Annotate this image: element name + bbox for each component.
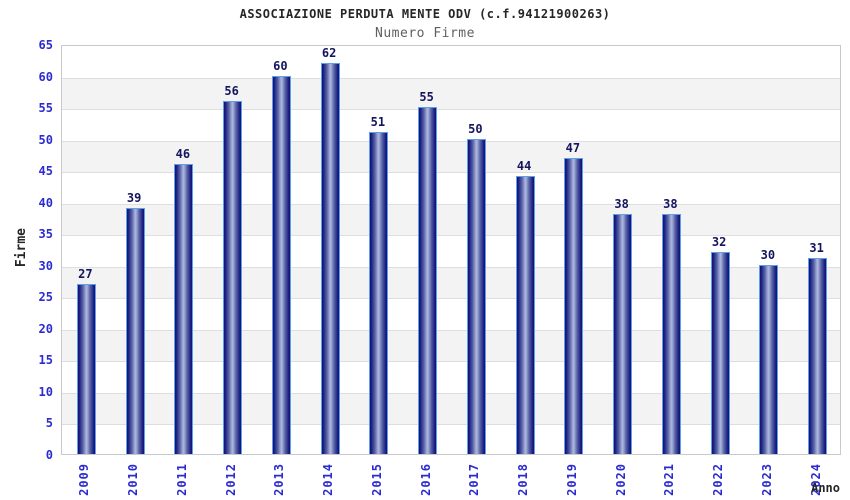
y-tick-label: 60: [38, 69, 53, 84]
bar-value-label: 46: [175, 146, 191, 161]
y-tick-label: 65: [38, 38, 53, 52]
bar: [223, 100, 243, 454]
x-tick-label: 2011: [174, 463, 189, 496]
background-band: [62, 77, 840, 110]
y-tick-label: 30: [38, 258, 53, 273]
bar-value-label: 30: [760, 247, 776, 262]
x-tick-label: 2023: [759, 463, 774, 496]
bar-value-label: 39: [126, 191, 142, 205]
x-tick-label: 2010: [126, 463, 141, 496]
gridline: [62, 266, 840, 268]
bar-value-label: 50: [468, 121, 483, 136]
bar: [564, 157, 584, 454]
bar: [271, 75, 291, 454]
y-tick-label: 0: [45, 448, 53, 462]
y-tick-label: 15: [38, 353, 53, 368]
gridline: [62, 203, 840, 205]
bar-value-label: 31: [809, 241, 824, 256]
bar-value-label: 56: [224, 83, 239, 98]
y-tick-label: 10: [38, 384, 53, 399]
background-band: [62, 46, 840, 78]
bar: [369, 132, 389, 454]
bar: [808, 258, 828, 454]
bar-value-label: 44: [516, 159, 532, 174]
bar-value-label: 60: [273, 58, 288, 73]
background-band: [62, 109, 840, 141]
gridline: [62, 140, 840, 142]
y-tick-label: 20: [38, 321, 53, 336]
bar: [759, 264, 779, 454]
gridline: [62, 298, 840, 300]
bar-value-label: 47: [565, 140, 581, 155]
bar-value-label: 51: [370, 115, 386, 130]
y-tick-label: 5: [45, 416, 53, 431]
bar: [174, 163, 194, 454]
y-tick-label: 40: [38, 195, 53, 210]
gridline: [62, 109, 840, 111]
y-tick-label: 45: [38, 164, 53, 179]
x-tick-label: 2020: [613, 463, 628, 496]
bar: [710, 252, 730, 454]
gridline: [62, 329, 840, 331]
gridline: [62, 392, 840, 394]
bar-value-label: 38: [614, 197, 629, 212]
chart-subtitle: Numero Firme: [375, 26, 475, 41]
x-tick-label: 2015: [369, 463, 384, 496]
gridline: [62, 361, 840, 363]
bar: [76, 283, 96, 454]
y-tick-label: 55: [38, 101, 53, 116]
y-tick-label: 25: [38, 290, 53, 305]
bar: [320, 62, 340, 454]
x-tick-label: 2012: [223, 463, 238, 496]
bar-value-label: 38: [663, 197, 678, 212]
x-tick-label: 2022: [711, 463, 726, 496]
x-tick-label: 2019: [564, 463, 579, 496]
bar: [613, 214, 633, 454]
bar: [661, 214, 681, 454]
y-tick-label: 50: [38, 132, 53, 147]
x-tick-label: 2021: [662, 463, 677, 496]
gridline: [62, 77, 840, 79]
x-tick-label: 2017: [467, 463, 482, 496]
y-tick-label: 35: [38, 227, 53, 242]
x-tick-label: 2016: [418, 463, 433, 496]
x-tick-label: 2014: [321, 463, 336, 496]
gridline: [62, 235, 840, 237]
gridline: [62, 172, 840, 174]
x-axis-label: Anno: [811, 481, 840, 495]
bar: [515, 176, 535, 454]
bar-value-label: 62: [321, 45, 337, 60]
gridline: [62, 424, 840, 426]
x-tick-label: 2013: [272, 463, 287, 496]
bar: [466, 138, 486, 454]
bar-value-label: 32: [711, 235, 727, 250]
bar: [418, 107, 438, 454]
bar-value-label: 55: [419, 90, 434, 105]
bar: [125, 208, 145, 454]
x-tick-label: 2018: [516, 463, 531, 496]
chart-title: ASSOCIAZIONE PERDUTA MENTE ODV (c.f.9412…: [239, 7, 611, 21]
plot-area: [61, 45, 841, 455]
x-tick-label: 2009: [77, 463, 92, 496]
bar-value-label: 27: [78, 266, 93, 281]
